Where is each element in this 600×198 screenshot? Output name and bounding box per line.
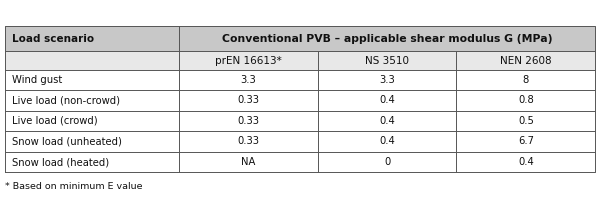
Text: 0.33: 0.33	[238, 95, 259, 106]
Text: Snow load (heated): Snow load (heated)	[12, 157, 109, 167]
Text: 0.4: 0.4	[379, 95, 395, 106]
Bar	[318, 131, 457, 152]
Text: NS 3510: NS 3510	[365, 55, 409, 66]
Bar	[457, 70, 595, 90]
Text: Snow load (unheated): Snow load (unheated)	[12, 136, 122, 147]
Text: Wind gust: Wind gust	[12, 75, 62, 85]
Bar	[179, 131, 318, 152]
Text: 0.5: 0.5	[518, 116, 534, 126]
Bar	[457, 111, 595, 131]
Text: 6.7: 6.7	[518, 136, 534, 147]
Bar	[5, 70, 179, 90]
Text: 3.3: 3.3	[379, 75, 395, 85]
Bar	[318, 152, 457, 172]
Bar	[179, 26, 595, 51]
Text: Load scenario: Load scenario	[12, 33, 94, 44]
Text: 0.33: 0.33	[238, 136, 259, 147]
Bar	[5, 152, 179, 172]
Text: Live load (crowd): Live load (crowd)	[12, 116, 98, 126]
Bar	[5, 111, 179, 131]
Bar	[5, 26, 179, 51]
Bar	[457, 131, 595, 152]
Text: 0.8: 0.8	[518, 95, 534, 106]
Bar	[318, 111, 457, 131]
Text: 3.3: 3.3	[241, 75, 256, 85]
Bar	[179, 152, 318, 172]
Bar	[457, 90, 595, 111]
Bar	[5, 90, 179, 111]
Text: prEN 16613*: prEN 16613*	[215, 55, 282, 66]
Text: 0.4: 0.4	[518, 157, 534, 167]
Bar	[179, 51, 318, 70]
Text: 8: 8	[523, 75, 529, 85]
Text: Conventional PVB – applicable shear modulus G (MPa): Conventional PVB – applicable shear modu…	[222, 33, 553, 44]
Text: 0.4: 0.4	[379, 116, 395, 126]
Bar	[179, 70, 318, 90]
Text: 0: 0	[384, 157, 390, 167]
Text: NEN 2608: NEN 2608	[500, 55, 551, 66]
Text: 0.33: 0.33	[238, 116, 259, 126]
Text: 0.4: 0.4	[379, 136, 395, 147]
Bar	[318, 70, 457, 90]
Bar	[5, 51, 179, 70]
Bar	[457, 152, 595, 172]
Bar	[318, 90, 457, 111]
Text: Live load (non-crowd): Live load (non-crowd)	[12, 95, 120, 106]
Text: NA: NA	[241, 157, 256, 167]
Bar	[457, 51, 595, 70]
Bar	[179, 90, 318, 111]
Bar	[179, 111, 318, 131]
Bar	[5, 131, 179, 152]
Bar	[318, 51, 457, 70]
Text: * Based on minimum E value: * Based on minimum E value	[5, 182, 142, 191]
